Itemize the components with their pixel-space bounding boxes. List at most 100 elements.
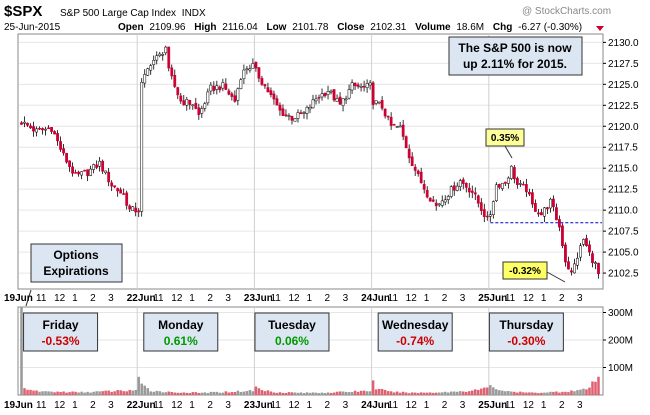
- time-tick-label: 1: [424, 400, 430, 411]
- candle-body: [449, 186, 453, 197]
- time-tick-label: 3: [343, 400, 349, 411]
- candle-body: [389, 116, 393, 126]
- volume-bar: [188, 393, 192, 395]
- candle-body: [509, 165, 513, 179]
- candle-body: [458, 180, 462, 187]
- candle-body: [167, 46, 171, 69]
- candle-down: [62, 144, 65, 156]
- day-summary-frame: [488, 312, 564, 352]
- price-tick-label: 2115.0: [608, 164, 638, 175]
- candle-up: [152, 55, 156, 70]
- candle-body: [567, 261, 570, 270]
- candle-up: [143, 69, 147, 88]
- candle-down: [473, 187, 477, 201]
- time-tick-label: 3: [225, 293, 231, 304]
- volume-bar: [585, 389, 588, 395]
- candle-up: [251, 58, 255, 69]
- candle-down: [116, 187, 120, 197]
- candle-body: [485, 215, 489, 218]
- candle-body: [479, 202, 483, 212]
- candle-body: [311, 99, 315, 109]
- candle-body: [140, 81, 144, 212]
- volume-bar: [371, 380, 375, 395]
- candle-body: [395, 126, 399, 128]
- candle-body: [107, 171, 111, 183]
- time-tick-label: 3: [460, 293, 466, 304]
- volume-bar: [492, 387, 495, 395]
- time-tick-label: 11: [388, 293, 399, 304]
- volume-bar: [416, 393, 420, 395]
- candle-body: [470, 190, 474, 193]
- candle-body: [206, 91, 210, 104]
- volume-bar: [570, 390, 573, 395]
- candle-body: [506, 177, 510, 184]
- candle-body: [185, 99, 189, 106]
- candle-body: [443, 199, 447, 203]
- time-tick-label: 3: [577, 293, 583, 304]
- candle-down: [197, 103, 201, 120]
- volume-bar: [489, 385, 492, 395]
- day-summary-name: Monday: [158, 318, 204, 332]
- volume-bar: [170, 391, 174, 395]
- volume-bar: [77, 392, 80, 395]
- candle-up: [398, 121, 402, 128]
- candle-body: [491, 201, 495, 215]
- candle-up: [305, 105, 309, 120]
- candle-body: [203, 103, 207, 109]
- candle-down: [422, 179, 426, 194]
- volume-bar: [332, 392, 336, 395]
- candle-body: [125, 192, 129, 206]
- candle-body: [191, 104, 195, 107]
- volume-bar: [182, 392, 186, 395]
- candle-body: [26, 122, 29, 126]
- volume-bar: [227, 392, 231, 395]
- volume-bar: [59, 392, 62, 395]
- volume-bar: [452, 391, 456, 395]
- volume-bars: [20, 306, 600, 395]
- candle-down: [170, 64, 174, 80]
- price-tick-label: 2120.0: [608, 122, 639, 133]
- candle-body: [23, 121, 26, 124]
- volume-bar: [50, 391, 53, 395]
- volume-bar: [224, 391, 228, 395]
- candle-down: [497, 183, 501, 190]
- volume-bar: [218, 392, 222, 395]
- candle-body: [515, 177, 519, 185]
- candle-body: [134, 207, 138, 213]
- time-tick-label: 2: [207, 400, 213, 411]
- time-tick-label: 2: [325, 400, 331, 411]
- candle-body: [362, 85, 366, 88]
- candle-body: [434, 202, 438, 207]
- volume-bar: [65, 392, 68, 395]
- candle-down: [260, 75, 264, 86]
- candle-up: [347, 84, 351, 100]
- candle-body: [233, 95, 237, 102]
- volume-bar: [290, 392, 294, 395]
- candle-body: [80, 171, 83, 176]
- volume-bar: [507, 391, 510, 395]
- candle-up: [576, 252, 579, 270]
- candle-down: [20, 121, 23, 125]
- volume-bar: [419, 392, 423, 395]
- candle-down: [503, 181, 507, 187]
- candle-up: [239, 78, 243, 90]
- volume-bar: [185, 392, 189, 395]
- volume-bar: [38, 391, 41, 395]
- candle-body: [83, 169, 87, 172]
- candle-down: [527, 188, 531, 197]
- volume-bar: [395, 391, 399, 395]
- candle-down: [567, 256, 570, 270]
- candle-up: [23, 116, 26, 128]
- volume-bar: [495, 389, 498, 395]
- volume-bar: [257, 388, 261, 395]
- candle-body: [284, 114, 288, 116]
- candle-down: [53, 130, 56, 135]
- volume-bar: [32, 390, 35, 395]
- candle-body: [266, 87, 270, 93]
- volume-bar: [498, 390, 501, 395]
- candle-down: [530, 189, 534, 208]
- candle-body: [164, 46, 168, 54]
- candle-body: [77, 171, 80, 175]
- candle-up: [209, 82, 213, 96]
- candle-body: [137, 210, 141, 213]
